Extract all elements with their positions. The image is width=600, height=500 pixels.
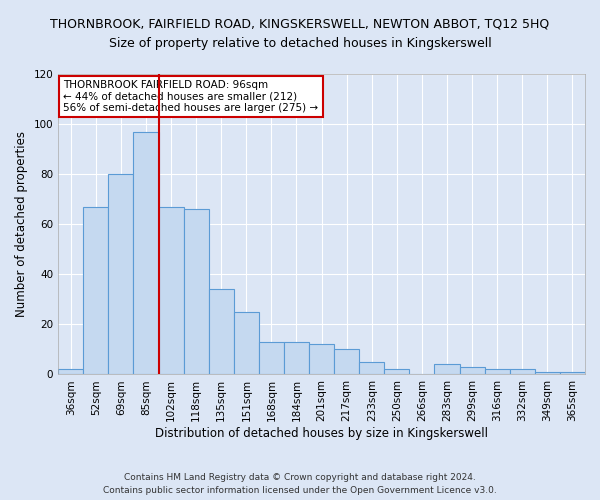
Bar — [234, 312, 259, 374]
Bar — [385, 370, 409, 374]
Y-axis label: Number of detached properties: Number of detached properties — [15, 131, 28, 317]
Bar — [434, 364, 460, 374]
Bar — [83, 206, 109, 374]
Bar — [109, 174, 133, 374]
Bar — [133, 132, 158, 374]
Bar — [184, 209, 209, 374]
Bar — [309, 344, 334, 374]
Text: THORNBROOK, FAIRFIELD ROAD, KINGSKERSWELL, NEWTON ABBOT, TQ12 5HQ: THORNBROOK, FAIRFIELD ROAD, KINGSKERSWEL… — [50, 18, 550, 30]
Bar — [535, 372, 560, 374]
Bar — [158, 206, 184, 374]
Text: THORNBROOK FAIRFIELD ROAD: 96sqm
← 44% of detached houses are smaller (212)
56% : THORNBROOK FAIRFIELD ROAD: 96sqm ← 44% o… — [64, 80, 319, 113]
Bar — [510, 370, 535, 374]
Bar — [460, 367, 485, 374]
Text: Size of property relative to detached houses in Kingskerswell: Size of property relative to detached ho… — [109, 38, 491, 51]
Text: Contains public sector information licensed under the Open Government Licence v3: Contains public sector information licen… — [103, 486, 497, 495]
Bar — [560, 372, 585, 374]
Bar — [259, 342, 284, 374]
Bar — [334, 350, 359, 374]
Bar — [284, 342, 309, 374]
X-axis label: Distribution of detached houses by size in Kingskerswell: Distribution of detached houses by size … — [155, 427, 488, 440]
Bar — [485, 370, 510, 374]
Text: Contains HM Land Registry data © Crown copyright and database right 2024.: Contains HM Land Registry data © Crown c… — [124, 472, 476, 482]
Bar — [58, 370, 83, 374]
Bar — [209, 290, 234, 374]
Bar — [359, 362, 385, 374]
